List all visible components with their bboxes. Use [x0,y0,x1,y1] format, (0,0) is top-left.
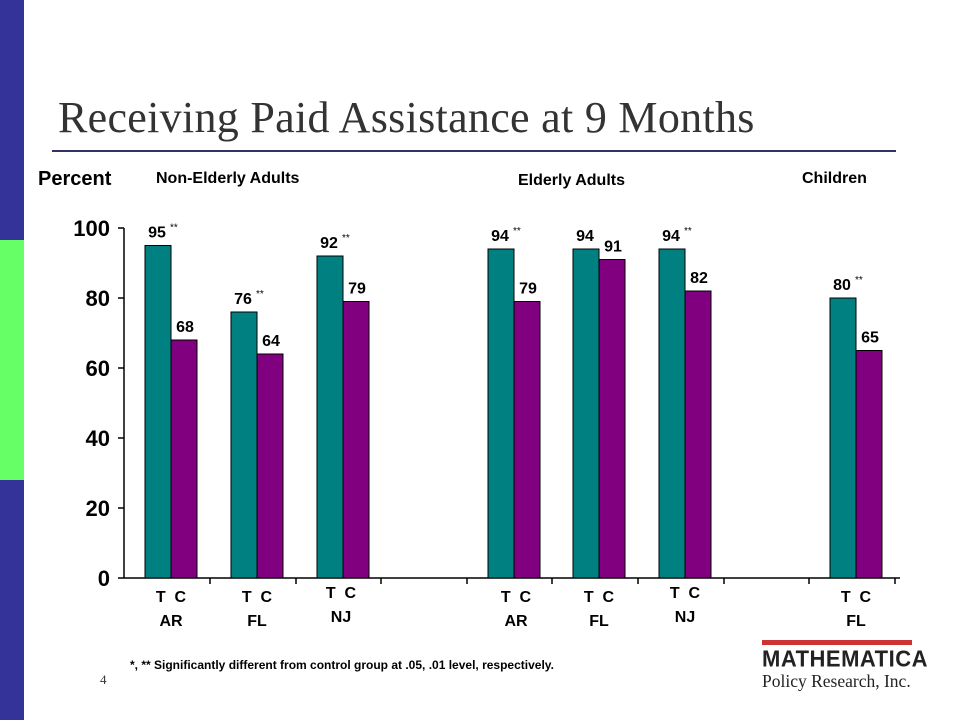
page-number: 4 [100,672,107,687]
state-label: AR [159,613,183,630]
significance-marker: ** [256,289,264,300]
bar-control [256,353,284,579]
bar-control [598,259,626,579]
y-axis-label: Percent [38,168,112,190]
data-label-treatment: 94 [576,228,594,245]
tc-label: T C [326,585,357,602]
bar-control [170,339,198,579]
tc-label: T C [584,589,615,606]
y-tick-label: 80 [86,286,110,311]
tc-label: T C [670,585,701,602]
data-label-control: 64 [262,333,280,350]
bar-treatment [487,248,515,579]
data-label-treatment: 92 [320,235,338,252]
bar-control [684,290,712,579]
data-label-treatment: 80 [833,277,851,294]
data-label-treatment: 95 [148,225,166,242]
tc-label: T C [242,589,273,606]
mathematica-logo: MATHEMATICA Policy Research, Inc. [762,640,928,692]
group-label-elderly: Elderly Adults [518,172,625,189]
data-label-control: 79 [519,281,537,298]
bar-treatment [316,255,344,579]
data-label-control: 82 [690,270,708,287]
significance-marker: ** [342,233,350,244]
y-tick-label: 20 [86,496,110,521]
bar-control [855,350,883,579]
significance-marker: ** [855,275,863,286]
bar-treatment [230,311,258,579]
logo-wordmark: MATHEMATICA [762,645,928,672]
y-tick-label: 0 [98,566,110,591]
data-label-treatment: 76 [234,291,252,308]
logo-subtitle: Policy Research, Inc. [762,671,911,691]
significance-marker: ** [513,226,521,237]
y-tick-label: 40 [86,426,110,451]
data-label-control: 68 [176,319,194,336]
state-label: FL [247,613,267,630]
state-label: NJ [331,609,351,626]
data-label-control: 79 [348,281,366,298]
y-tick-label: 60 [86,356,110,381]
bar-treatment [658,248,686,579]
bar-treatment [829,297,857,579]
sidebar-accent [0,240,24,480]
bar-control [513,301,541,579]
logo-accent-bar [762,640,912,645]
data-label-control: 91 [604,239,622,256]
state-label: AR [504,613,528,630]
tc-label: T C [841,589,872,606]
group-label-non-elderly: Non-Elderly Adults [156,170,300,187]
tc-label: T C [156,589,187,606]
footnote: *, ** Significantly different from contr… [130,658,554,672]
bar-treatment [572,248,600,579]
data-label-control: 65 [861,330,879,347]
slide-title: Receiving Paid Assistance at 9 Months [58,93,755,142]
state-label: FL [589,613,609,630]
significance-marker: ** [684,226,692,237]
state-label: FL [846,613,866,630]
significance-marker: ** [170,223,178,234]
state-label: NJ [675,609,695,626]
data-label-treatment: 94 [491,228,509,245]
y-tick-label: 100 [73,216,110,241]
bar-control [342,301,370,579]
bar-treatment [144,245,172,579]
group-label-children: Children [802,170,867,187]
tc-label: T C [501,589,532,606]
data-label-treatment: 94 [662,228,680,245]
title-rule [52,150,896,152]
